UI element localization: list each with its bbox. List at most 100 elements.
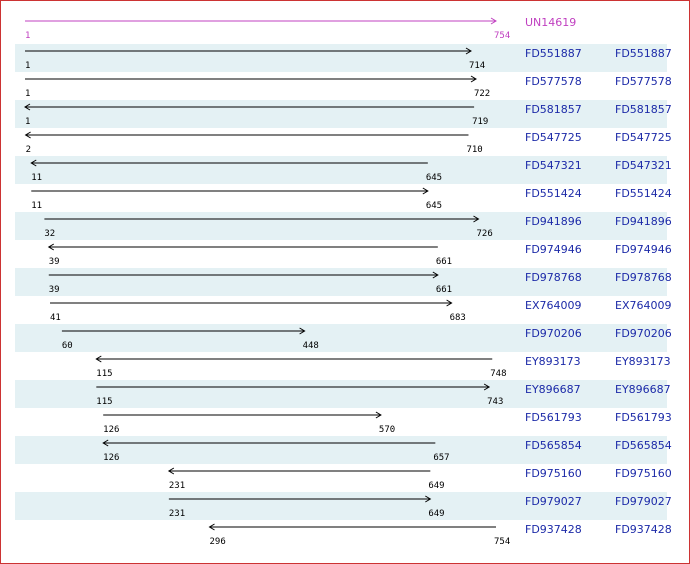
start-label: 1 [25,61,30,71]
sequence-link[interactable]: EY896687 [615,383,671,396]
arrow-head [208,523,215,531]
arrow-head [47,243,55,251]
arrow-head [24,131,31,139]
sequence-link[interactable]: FD551887 [615,47,672,60]
arrow-head [422,187,429,195]
start-label: 39 [49,285,60,295]
arrow-head [375,411,382,419]
sequence-name[interactable]: EY896687 [525,383,581,396]
end-label: 448 [303,341,319,351]
row-stripe [15,492,667,520]
sequence-name[interactable]: FD577578 [525,75,582,88]
arrow-head [490,17,497,25]
sequence-link[interactable]: FD978768 [615,271,672,284]
sequence-name[interactable]: EY893173 [525,355,581,368]
sequence-name[interactable]: FD547321 [525,159,582,172]
arrow-head [483,383,491,391]
start-label: 1 [25,89,30,99]
sequence-link[interactable]: EX764009 [615,299,671,312]
end-label: 683 [450,313,466,323]
start-label: 115 [96,397,112,407]
start-label: 2 [26,145,31,155]
start-label: 115 [96,369,112,379]
sequence-link[interactable]: EY893173 [615,355,671,368]
sequence-name[interactable]: FD551887 [525,47,582,60]
end-label: 743 [487,397,503,407]
end-label: 748 [490,369,506,379]
end-label: 649 [428,481,444,491]
row-stripe [15,156,667,184]
sequence-link[interactable]: FD581857 [615,103,672,116]
sequence-link[interactable]: FD547321 [615,159,672,172]
end-label: 645 [426,173,442,183]
sequence-name[interactable]: FD937428 [525,523,582,536]
row-stripe [15,100,667,128]
sequence-name[interactable]: FD551424 [525,187,582,200]
sequence-name[interactable]: FD547725 [525,131,582,144]
start-label: 32 [44,229,55,239]
end-label: 714 [469,61,485,71]
start-label: 1 [25,117,30,127]
arrow-head [102,439,109,447]
end-label: 722 [474,89,490,99]
end-label: 661 [436,257,452,267]
arrow-head [432,271,439,279]
sequence-link[interactable]: FD565854 [615,439,672,452]
sequence-link[interactable]: FD975160 [615,467,672,480]
sequence-link[interactable]: FD979027 [615,495,672,508]
start-label: 296 [210,537,226,547]
arrow-head [470,75,477,83]
arrow-head [30,159,37,167]
sequence-name[interactable]: FD581857 [525,103,582,116]
start-label: 41 [50,313,61,323]
end-label: 649 [428,509,444,519]
sequence-name[interactable]: FD565854 [525,439,582,452]
start-label: 126 [103,453,119,463]
sequence-name[interactable]: FD561793 [525,411,582,424]
sequence-name[interactable]: FD970206 [525,327,582,340]
arrow-head [24,103,31,111]
reference-name: UN14619 [525,16,576,29]
arrow-head [465,47,472,55]
end-label: 726 [476,229,492,239]
sequence-link[interactable]: FD941896 [615,215,672,228]
sequence-name[interactable]: EX764009 [525,299,581,312]
arrow-head [473,215,480,223]
row-stripe [15,324,667,352]
end-label: 754 [494,31,510,41]
sequence-name[interactable]: FD974946 [525,243,582,256]
start-label: 231 [169,509,185,519]
sequence-link[interactable]: FD561793 [615,411,672,424]
row-stripe [15,380,667,408]
arrow-head [446,299,453,307]
row-stripe [15,44,667,72]
end-label: 661 [436,285,452,295]
arrow-head [299,327,306,335]
end-label: 754 [494,537,510,547]
start-label: 60 [62,341,73,351]
arrow-head [167,467,175,475]
end-label: 657 [433,453,449,463]
sequence-link[interactable]: FD974946 [615,243,672,256]
start-label: 1 [25,31,30,41]
end-label: 645 [426,201,442,211]
sequence-link[interactable]: FD937428 [615,523,672,536]
start-label: 231 [169,481,185,491]
row-stripe [15,268,667,296]
sequence-name[interactable]: FD941896 [525,215,582,228]
sequence-name[interactable]: FD978768 [525,271,582,284]
sequence-name[interactable]: FD975160 [525,467,582,480]
start-label: 11 [31,201,42,211]
sequence-link[interactable]: FD551424 [615,187,672,200]
sequence-link[interactable]: FD970206 [615,327,672,340]
row-stripe [15,212,667,240]
end-label: 710 [466,145,482,155]
sequence-name[interactable]: FD979027 [525,495,582,508]
start-label: 39 [49,257,60,267]
sequence-link[interactable]: FD547725 [615,131,672,144]
start-label: 126 [103,425,119,435]
arrow-head [425,495,432,503]
sequence-link[interactable]: FD577578 [615,75,672,88]
